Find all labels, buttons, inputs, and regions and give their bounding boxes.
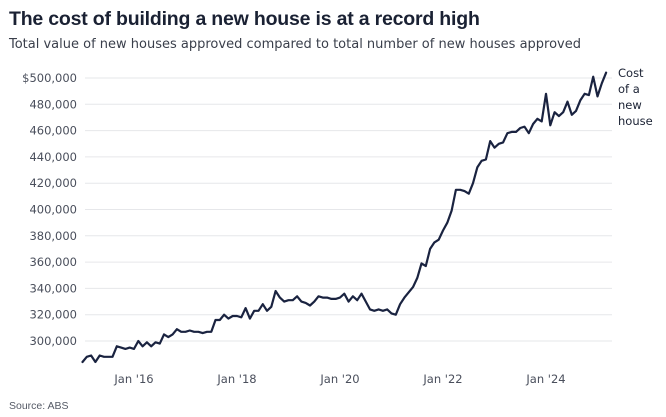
y-tick-label: 300,000 — [29, 334, 77, 348]
y-tick-label: 420,000 — [29, 176, 77, 190]
y-tick-label: 480,000 — [29, 97, 77, 111]
series-label-line: house — [618, 114, 653, 128]
y-axis-ticks: 300,000 320,000 340,000 360,000 380,000 400,0… — [22, 71, 77, 348]
y-tick-label: 320,000 — [29, 308, 77, 322]
source-note: Source: ABS — [9, 400, 69, 412]
series-annotation: Cost of a new house — [618, 66, 653, 128]
series-label-line: Cost — [618, 66, 644, 80]
chart-title: The cost of building a new house is at a… — [9, 8, 480, 30]
x-tick-label: Jan '22 — [422, 372, 462, 386]
chart-subtitle: Total value of new houses approved compa… — [9, 37, 581, 52]
series-label-line: of a — [618, 82, 640, 96]
series-layer — [81, 71, 608, 364]
x-tick-label: Jan '16 — [113, 372, 153, 386]
y-tick-label: 400,000 — [29, 203, 77, 217]
x-tick-label: Jan '24 — [525, 372, 565, 386]
y-tick-label: 460,000 — [29, 124, 77, 138]
x-tick-label: Jan '18 — [216, 372, 256, 386]
series-label-line: new — [618, 98, 642, 112]
y-tick-label: 360,000 — [29, 255, 77, 269]
x-tick-label: Jan '20 — [319, 372, 359, 386]
y-tick-label: 340,000 — [29, 281, 77, 295]
series-line — [81, 71, 608, 364]
x-axis-ticks: Jan '16 Jan '18 Jan '20 Jan '22 Jan '24 — [113, 372, 565, 386]
y-tick-label: $500,000 — [22, 71, 77, 85]
grid-lines — [85, 77, 612, 342]
y-tick-label: 440,000 — [29, 150, 77, 164]
y-tick-label: 380,000 — [29, 229, 77, 243]
